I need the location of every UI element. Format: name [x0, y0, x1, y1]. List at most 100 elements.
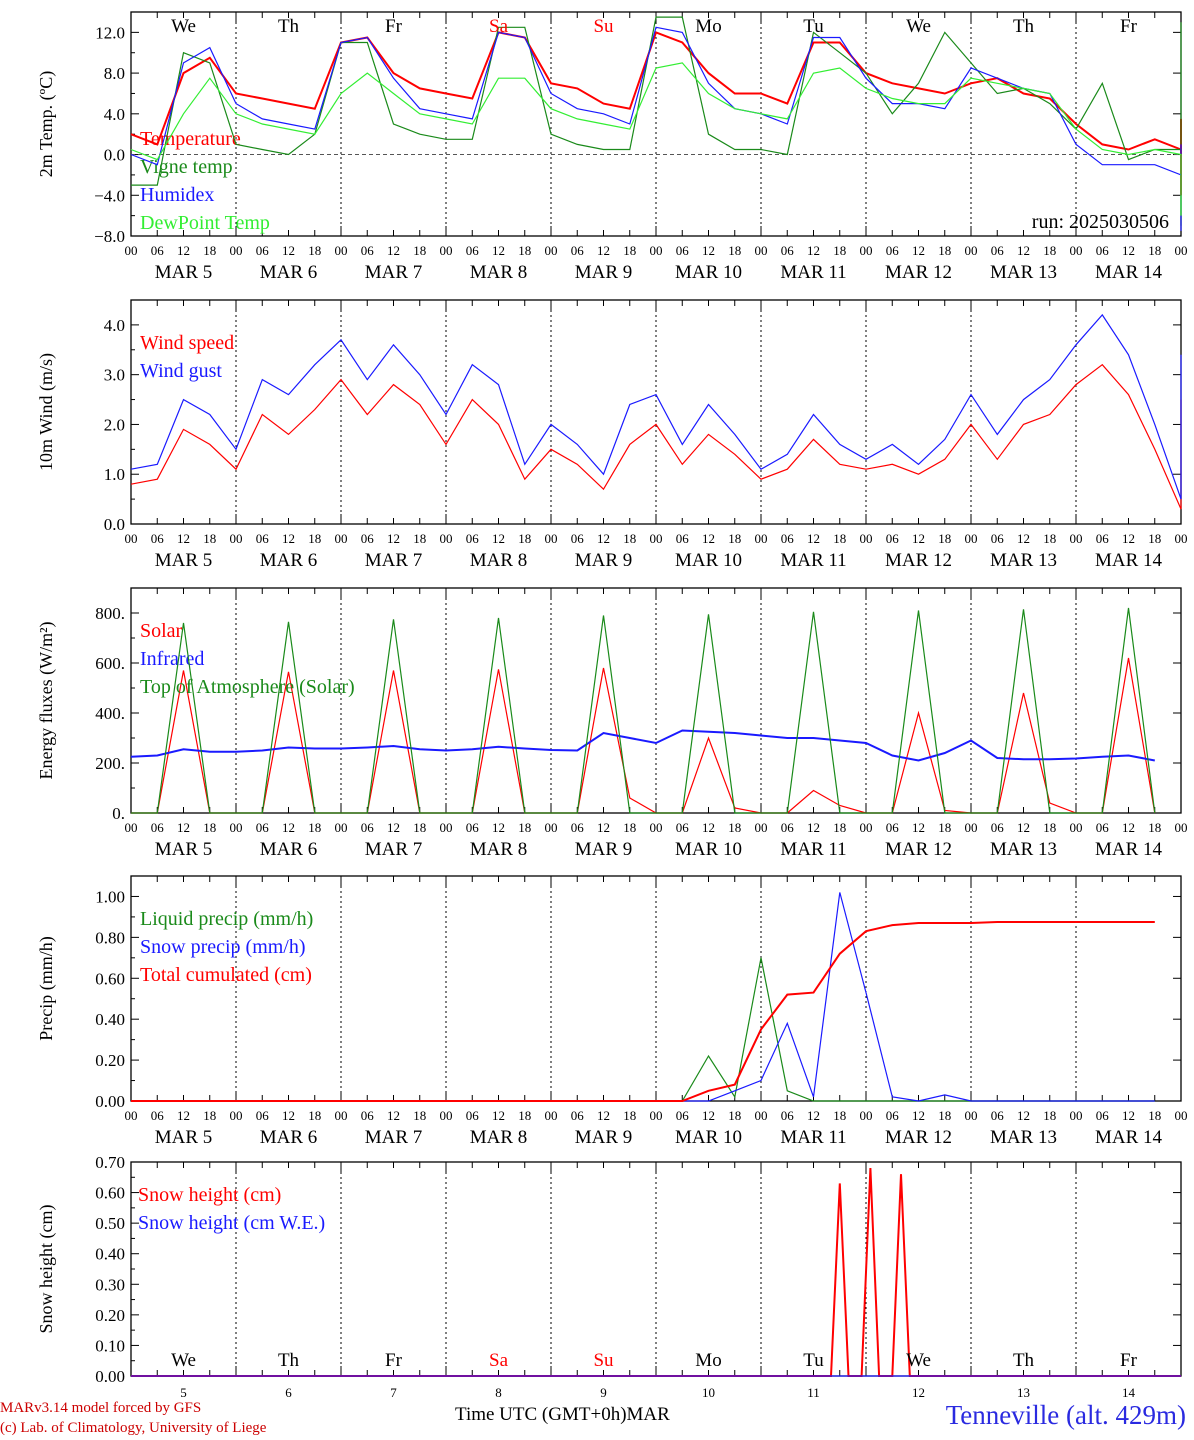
snow-day-number: 12	[912, 1385, 925, 1400]
energy-hour-label: 18	[938, 820, 951, 835]
precip-hour-label: 06	[151, 1108, 165, 1123]
snow-y-title: Snow height (cm)	[36, 1205, 57, 1334]
temperature-hour-label: 12	[492, 243, 505, 258]
energy-day-label: MAR 7	[365, 839, 423, 860]
precip-legend-entry: Liquid precip (mm/h)	[140, 908, 313, 930]
energy-hour-label: 12	[492, 820, 505, 835]
wind-hour-label: 12	[1017, 531, 1030, 546]
precip-hour-label: 12	[807, 1108, 820, 1123]
wind-hour-label: 06	[676, 531, 690, 546]
wind-hour-label: 00	[650, 531, 663, 546]
temperature-hour-label: 18	[1148, 243, 1161, 258]
temperature-hour-label: 00	[545, 243, 558, 258]
energy-hour-label: 18	[518, 820, 531, 835]
snow-weekday-label: Su	[593, 1350, 614, 1371]
snow-y-tick-label: 0.60	[95, 1184, 125, 1203]
snow-weekday-label: We	[906, 1350, 931, 1371]
precip-day-label: MAR 5	[155, 1127, 213, 1148]
wind-day-label: MAR 5	[155, 550, 213, 571]
x-axis-title: Time UTC (GMT+0h)	[455, 1404, 627, 1425]
temperature-hour-label: 12	[177, 243, 190, 258]
wind-hour-label: 12	[912, 531, 925, 546]
precip-series-total-cumulated-cm-	[131, 921, 1155, 1102]
temperature-y-tick-label: 4.0	[104, 105, 125, 124]
snow-y-tick-label: 0.30	[95, 1275, 125, 1294]
energy-hour-label: 18	[1148, 820, 1161, 835]
temperature-weekday-label: We	[906, 16, 931, 37]
precip-legend-entry: Total cumulated (cm)	[140, 964, 312, 986]
temperature-day-label: MAR 7	[365, 262, 423, 283]
wind-hour-label: 12	[282, 531, 295, 546]
wind-day-label: MAR 7	[365, 550, 423, 571]
wind-hour-label: 18	[308, 531, 321, 546]
credits: MARv3.14 model forced by GFS (c) Lab. of…	[0, 1398, 266, 1438]
snow-day-number: 13	[1017, 1385, 1030, 1400]
wind-hour-label: 00	[230, 531, 243, 546]
energy-day-label: MAR 8	[470, 839, 528, 860]
temperature-hour-label: 12	[702, 243, 715, 258]
energy-hour-label: 00	[650, 820, 663, 835]
snow-weekday-label: Th	[1013, 1350, 1035, 1371]
precip-day-label: MAR 11	[780, 1127, 846, 1148]
energy-day-label: MAR 5	[155, 839, 213, 860]
temperature-hour-label: 12	[387, 243, 400, 258]
energy-hour-label: 00	[860, 820, 873, 835]
precip-hour-label: 12	[492, 1108, 505, 1123]
wind-hour-label: 18	[203, 531, 216, 546]
wind-hour-label: 06	[466, 531, 480, 546]
credit-line-1: MARv3.14 model forced by GFS	[0, 1400, 202, 1416]
precip-hour-label: 06	[361, 1108, 375, 1123]
energy-series-infrared	[130, 729, 1155, 762]
energy-legend-entry: Solar	[140, 620, 183, 642]
temperature-y-tick-label: 8.0	[104, 64, 125, 83]
precip-y-tick-label: 1.00	[95, 887, 125, 906]
temperature-hour-label: 00	[965, 243, 978, 258]
temperature-weekday-label: Fr	[1120, 16, 1138, 37]
energy-day-label: MAR 10	[675, 839, 742, 860]
energy-y-tick-label: 600.	[95, 654, 125, 673]
precip-hour-label: 00	[545, 1108, 558, 1123]
wind-hour-label: 12	[807, 531, 820, 546]
wind-hour-label: 06	[151, 531, 165, 546]
precip-hour-label: 00	[860, 1108, 873, 1123]
energy-hour-label: 06	[466, 820, 480, 835]
energy-hour-label: 00	[125, 820, 138, 835]
temperature-day-label: MAR 11	[780, 262, 846, 283]
temperature-weekday-label: Sa	[489, 16, 509, 37]
temperature-day-label: MAR 8	[470, 262, 528, 283]
snow-day-number: 14	[1122, 1385, 1136, 1400]
snow-day-number: 7	[390, 1385, 397, 1400]
energy-hour-label: 00	[965, 820, 978, 835]
wind-hour-label: 00	[965, 531, 978, 546]
precip-hour-label: 12	[1017, 1108, 1030, 1123]
snow-day-number: 6	[285, 1385, 292, 1400]
temperature-hour-label: 00	[230, 243, 243, 258]
precip-day-label: MAR 9	[575, 1127, 633, 1148]
temperature-hour-label: 06	[781, 243, 795, 258]
energy-hour-label: 12	[807, 820, 820, 835]
wind-hour-label: 12	[1122, 531, 1135, 546]
temperature-hour-label: 18	[308, 243, 321, 258]
temperature-hour-label: 00	[335, 243, 348, 258]
snow-weekday-label: Th	[278, 1350, 300, 1371]
wind-y-tick-label: 3.0	[104, 366, 125, 385]
snow-day-number: 8	[495, 1385, 502, 1400]
precip-y-tick-label: 0.80	[95, 928, 125, 947]
snow-weekday-label: Sa	[489, 1350, 509, 1371]
temperature-hour-label: 06	[466, 243, 480, 258]
snow-weekday-label: Fr	[1120, 1350, 1138, 1371]
energy-day-label: MAR 9	[575, 839, 633, 860]
temperature-hour-label: 18	[1043, 243, 1056, 258]
precip-day-label: MAR 7	[365, 1127, 423, 1148]
temperature-day-label: MAR 6	[260, 262, 318, 283]
wind-legend-entry: Wind speed	[140, 332, 234, 354]
energy-hour-label: 06	[151, 820, 165, 835]
wind-hour-label: 06	[256, 531, 270, 546]
wind-hour-label: 06	[571, 531, 585, 546]
energy-hour-label: 06	[1096, 820, 1110, 835]
energy-day-label: MAR 13	[990, 839, 1057, 860]
wind-hour-label: 18	[728, 531, 741, 546]
precip-hour-label: 12	[177, 1108, 190, 1123]
energy-hour-label: 06	[886, 820, 900, 835]
wind-series-wind-gust	[130, 313, 1182, 500]
